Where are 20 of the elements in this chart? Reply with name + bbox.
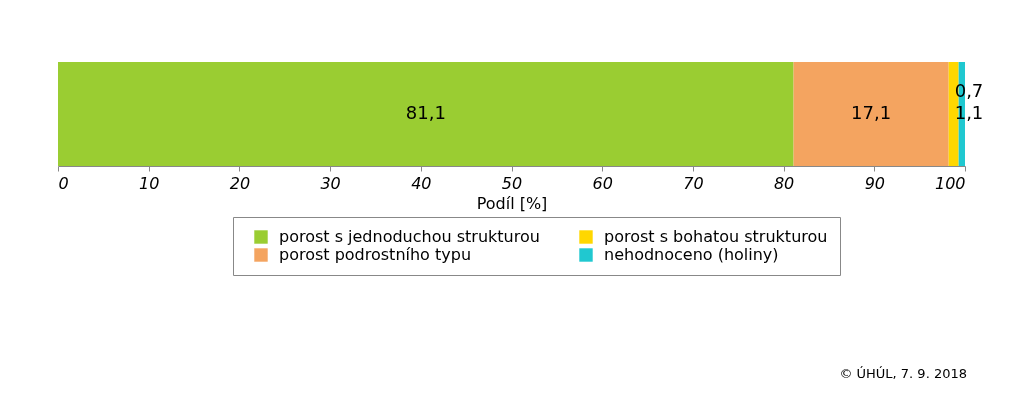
data-label: 17,1 — [851, 102, 892, 123]
legend-label: porost s jednoduchou strukturou — [279, 227, 540, 246]
x-tick-label: 100 — [934, 173, 966, 193]
x-tick-label: 70 — [683, 173, 704, 193]
data-label: 81,1 — [405, 102, 446, 123]
x-tick-label: 40 — [411, 173, 432, 193]
bar — [793, 62, 949, 166]
x-tick-label: 10 — [139, 173, 160, 193]
x-tick-label: 30 — [320, 173, 341, 193]
x-tick-label: 0 — [58, 173, 69, 193]
legend-label: nehodnoceno (holiny) — [604, 245, 779, 264]
x-tick-label: 60 — [592, 173, 613, 193]
x-axis-title: Podíl [%] — [476, 193, 548, 213]
x-tick-label: 50 — [501, 173, 523, 193]
x-tick-label: 80 — [773, 173, 795, 193]
legend-label: porost s bohatou strukturou — [604, 227, 828, 246]
legend-label: porost podrostního typu — [279, 245, 472, 264]
text: © ÚHÚL, 7. 9. 2018 — [839, 366, 967, 381]
x-tick-label: 90 — [864, 173, 885, 193]
x-tick-label: 20 — [229, 173, 251, 193]
